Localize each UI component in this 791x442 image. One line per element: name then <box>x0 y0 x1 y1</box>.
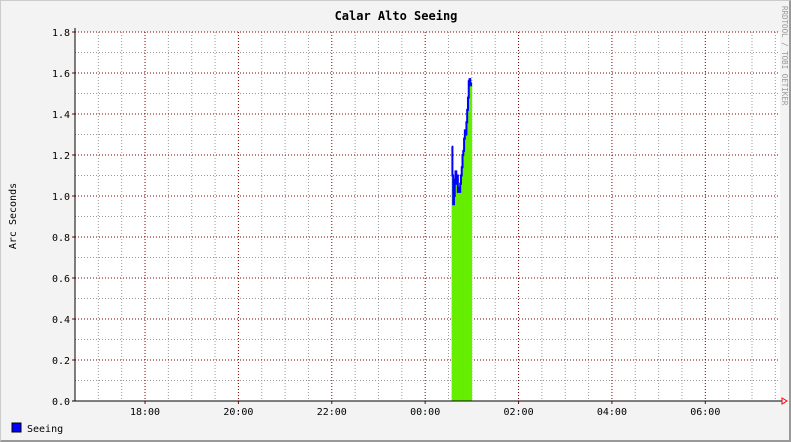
seeing-area-bar <box>461 167 463 401</box>
seeing-area-bar <box>455 171 457 401</box>
chart-title: Calar Alto Seeing <box>335 9 458 23</box>
seeing-area-bar <box>469 79 471 402</box>
watermark: RRDTOOL / TOBI OETIKER <box>780 6 789 106</box>
data-marks <box>451 78 473 402</box>
seeing-area-bar <box>457 191 459 401</box>
seeing-area-bar <box>464 138 466 401</box>
x-tick-label: 22:00 <box>317 407 347 418</box>
seeing-area-bar <box>453 196 456 401</box>
seeing-area-bar <box>471 83 473 401</box>
seeing-area-bar <box>459 191 461 401</box>
y-tick-label: 0.4 <box>52 315 70 326</box>
seeing-area-bar <box>456 183 458 401</box>
seeing-area-bar <box>462 155 464 401</box>
x-tick-label: 06:00 <box>690 407 720 418</box>
x-tick-label: 20:00 <box>223 407 253 418</box>
grid <box>72 31 780 404</box>
seeing-area-bar <box>464 130 466 401</box>
seeing-line <box>451 78 473 206</box>
x-tick-label: 00:00 <box>410 407 440 418</box>
seeing-area-bar <box>458 187 460 401</box>
seeing-area-bar <box>463 150 465 401</box>
seeing-area-bar <box>457 175 459 401</box>
seeing-area-bar <box>467 109 469 402</box>
y-tick-label: 1.2 <box>52 151 70 162</box>
y-tick-label: 1.8 <box>52 28 70 39</box>
seeing-area-bar <box>465 134 467 401</box>
seeing-area-bar <box>460 183 462 401</box>
y-tick-label: 0.6 <box>52 274 70 285</box>
seeing-area-bar <box>466 122 468 401</box>
x-tick-label: 04:00 <box>597 407 627 418</box>
x-tick-label: 02:00 <box>503 407 533 418</box>
x-tick-label: 18:00 <box>130 407 160 418</box>
legend-label-seeing: Seeing <box>27 424 63 435</box>
seeing-area-bar <box>451 146 453 401</box>
y-tick-label: 0.0 <box>52 397 70 408</box>
y-axis-label: Arc Seconds <box>8 183 19 249</box>
y-tick-label: 1.0 <box>52 192 70 203</box>
y-tick-label: 0.8 <box>52 233 70 244</box>
seeing-area-bar <box>452 175 454 401</box>
y-tick-label: 1.4 <box>52 110 70 121</box>
y-tick-label: 1.6 <box>52 69 70 80</box>
seeing-area-bar <box>454 179 456 401</box>
y-tick-label: 0.2 <box>52 356 70 367</box>
seeing-area-bar <box>460 175 463 401</box>
legend-swatch-seeing <box>11 422 22 433</box>
x-axis-arrow-icon <box>781 397 788 405</box>
axes <box>72 28 788 405</box>
seeing-area-bar <box>467 97 470 401</box>
seeing-area-bar <box>470 85 472 402</box>
seeing-area-bar <box>468 81 470 401</box>
seeing-area-bar <box>453 204 455 401</box>
